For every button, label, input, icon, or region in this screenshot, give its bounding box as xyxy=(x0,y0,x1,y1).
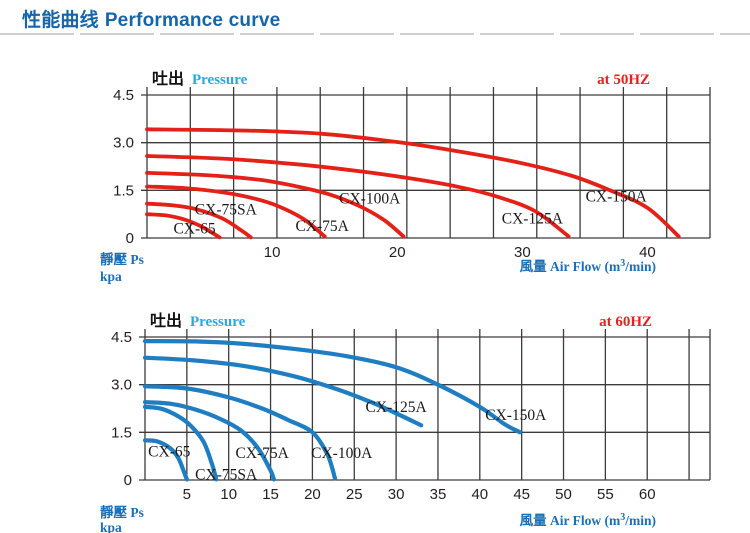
x-tick-label: 30 xyxy=(514,244,531,261)
chart-title-en: Pressure xyxy=(192,72,248,88)
x-tick-label: 60 xyxy=(639,486,656,503)
x-tick-label: 35 xyxy=(430,486,447,503)
curve-label-cx-65: CX-65 xyxy=(173,220,215,237)
y-axis-label: 靜壓 Ps xyxy=(100,504,144,520)
chart-title-cn: 吐出 xyxy=(150,311,182,330)
x-axis-label: 風量 Air Flow (m3/min) xyxy=(520,512,656,528)
y-axis-unit: kpa xyxy=(100,520,122,533)
chart-title-cn: 吐出 xyxy=(152,69,184,88)
curve-label-cx-75sa: CX-75SA xyxy=(195,201,258,218)
curve-label-cx-75a: CX-75A xyxy=(295,218,349,235)
page-title-cn: 性能曲线 xyxy=(22,10,99,31)
chart-frequency-label: at 50HZ xyxy=(597,72,650,88)
x-axis-label: 風量 Air Flow (m3/min) xyxy=(520,258,656,274)
curve-label-cx-125a: CX-125A xyxy=(502,210,564,227)
curve-cx-150a xyxy=(142,339,523,435)
x-tick-label: 50 xyxy=(555,486,572,503)
x-tick-label: 55 xyxy=(597,486,614,503)
y-tick-label: 4.5 xyxy=(113,87,134,104)
curve-cx-125a xyxy=(142,355,424,428)
x-tick-label: 10 xyxy=(264,244,281,261)
x-tick-label: 40 xyxy=(471,486,488,503)
chart-frequency-label: at 60HZ xyxy=(599,314,652,330)
y-tick-label: 3.0 xyxy=(111,377,132,394)
y-axis-unit: kpa xyxy=(100,269,122,284)
curve-label-cx-100a: CX-100A xyxy=(339,190,401,207)
curve-label-cx-150a: CX-150A xyxy=(485,407,547,424)
curve-label-cx-75sa: CX-75SA xyxy=(195,466,258,483)
curve-cx-75sa xyxy=(142,404,219,482)
curve-cx-100a xyxy=(142,384,338,481)
x-tick-label: 20 xyxy=(389,244,406,261)
y-tick-label: 4.5 xyxy=(111,329,132,346)
curve-label-cx-150a: CX-150A xyxy=(586,189,648,206)
curve-cx-150a xyxy=(145,127,681,239)
chart-50hz: 0 1.5 3.0 4.5 10 20 30 40 CX-150A CX-125A CX-100A C… xyxy=(100,69,711,284)
x-tick-label: 5 xyxy=(183,486,191,503)
curve-cx-125a xyxy=(145,154,571,239)
curve-cx-75a xyxy=(142,400,276,482)
x-tick-label: 25 xyxy=(346,486,363,503)
curve-cx-65 xyxy=(142,438,189,482)
y-tick-label: 1.5 xyxy=(111,424,132,441)
curve-label-cx-75a: CX-75A xyxy=(235,445,289,462)
curve-label-cx-65: CX-65 xyxy=(148,443,190,460)
y-axis-label: 靜壓 Ps xyxy=(100,251,144,267)
y-tick-label: 0 xyxy=(124,472,132,489)
chart-title-en: Pressure xyxy=(190,314,246,330)
x-tick-label: 20 xyxy=(304,486,321,503)
y-tick-label: 3.0 xyxy=(113,135,134,152)
title-divider xyxy=(0,33,750,35)
curve-label-cx-100a: CX-100A xyxy=(311,445,373,462)
y-tick-label: 1.5 xyxy=(113,182,134,199)
x-tick-label: 40 xyxy=(639,244,656,261)
x-tick-label: 45 xyxy=(513,486,530,503)
x-tick-label: 10 xyxy=(220,486,237,503)
page-title: 性能曲线 Performance curve xyxy=(22,5,280,32)
curve-cx-75a xyxy=(145,184,327,239)
page-title-en: Performance curve xyxy=(104,10,281,31)
curve-cx-75sa xyxy=(145,201,253,240)
chart-60hz: 0 1.5 3.0 4.5 5 10 15 20 25 30 35 40 45 50 55 60 CX-150A… xyxy=(100,311,711,533)
x-tick-label: 15 xyxy=(262,486,279,503)
curve-cx-65 xyxy=(145,212,222,240)
y-tick-label: 0 xyxy=(126,230,134,247)
curve-label-cx-125a: CX-125A xyxy=(366,399,428,416)
x-tick-label: 30 xyxy=(388,486,405,503)
curve-cx-100a xyxy=(145,171,406,239)
